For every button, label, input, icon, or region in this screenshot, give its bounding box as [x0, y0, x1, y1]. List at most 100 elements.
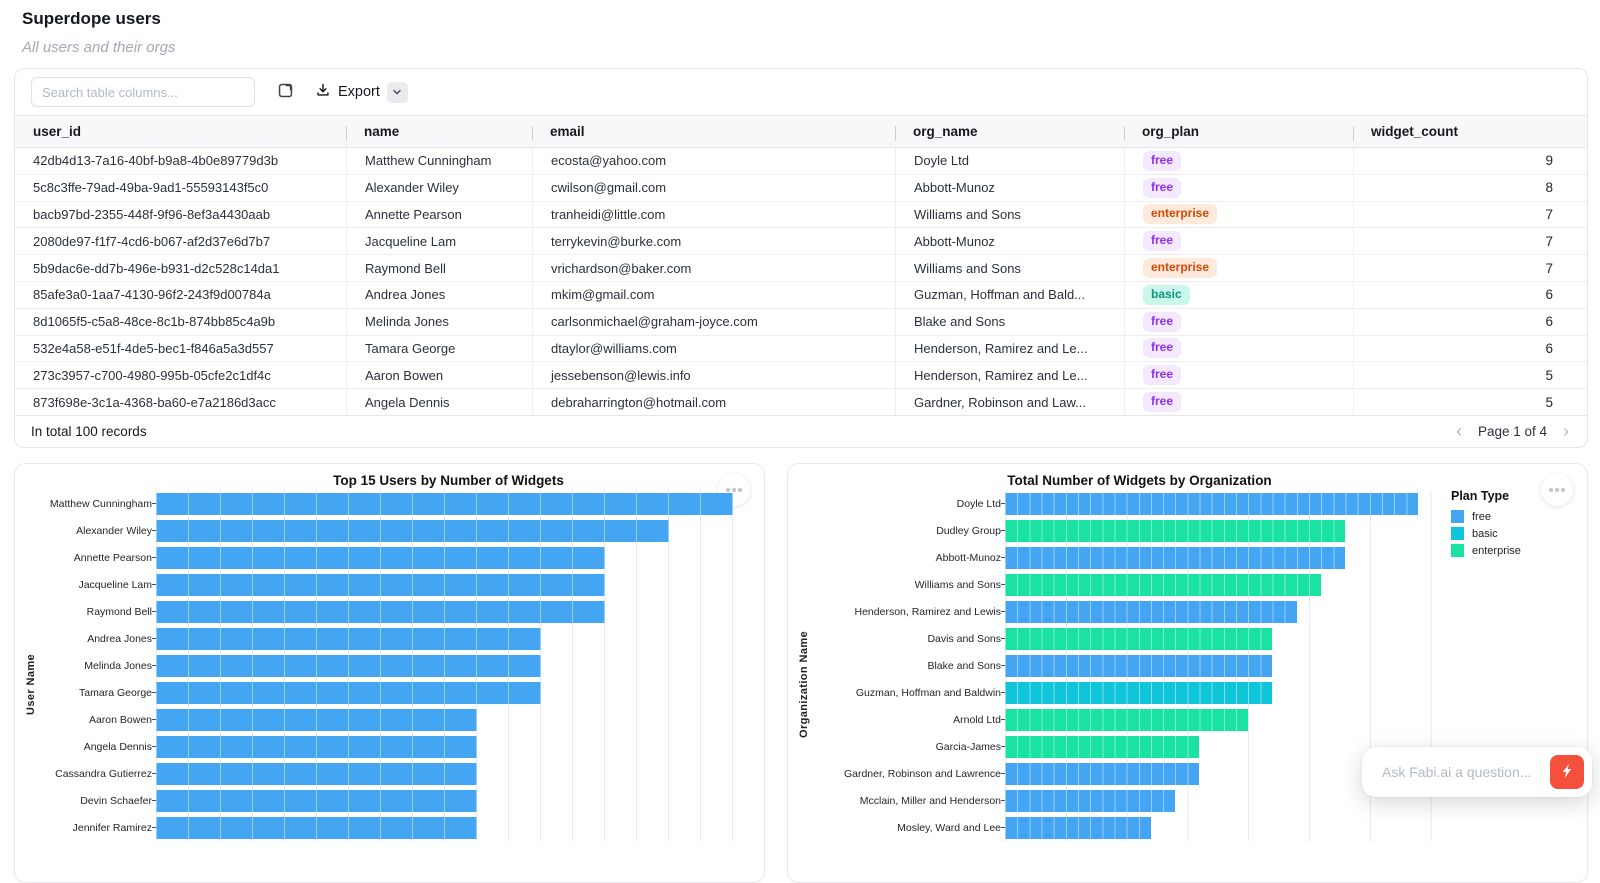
- chart-bar-row: Dudley Group: [788, 517, 1587, 544]
- fabi-ask-placeholder[interactable]: Ask Fabi.ai a question...: [1382, 764, 1532, 780]
- fabi-ask-widget[interactable]: Ask Fabi.ai a question...: [1362, 747, 1592, 797]
- bar-value: [156, 762, 477, 785]
- column-header-org_plan[interactable]: org_plan: [1124, 124, 1353, 141]
- plan-badge: free: [1143, 392, 1182, 413]
- bar-enterprise: [1005, 708, 1248, 731]
- cell-user-id: bacb97bd-2355-448f-9f96-8ef3a4430aab: [33, 206, 271, 222]
- bar-value: [156, 573, 605, 596]
- table-row[interactable]: 532e4a58-e51f-4de5-bec1-f846a5a3d557 Tama…: [15, 335, 1587, 363]
- cell-email: dtaylor@williams.com: [532, 335, 895, 362]
- y-axis-label: User Name: [25, 653, 37, 715]
- table-row[interactable]: bacb97bd-2355-448f-9f96-8ef3a4430aab Anne…: [15, 201, 1587, 229]
- chart-card-top-users: Top 15 Users by Number of Widgets User N…: [14, 463, 765, 883]
- table-row[interactable]: 5c8c3ffe-79ad-49ba-9ad1-55593143f5c0 Alex…: [15, 174, 1587, 202]
- search-input[interactable]: [31, 77, 255, 107]
- bar-free: [1005, 600, 1297, 623]
- cell-org-plan: enterprise: [1124, 255, 1353, 281]
- cell-user-id: 5b9dac6e-dd7b-496e-b931-d2c528c14da1: [33, 260, 280, 276]
- chart-bar-row: Henderson, Ramirez and Lewis: [788, 598, 1587, 625]
- column-header-widget_count[interactable]: widget_count: [1353, 124, 1587, 141]
- download-icon: [315, 82, 331, 102]
- column-header-user_id[interactable]: user_id: [33, 124, 82, 139]
- expand-table-button[interactable]: [271, 78, 299, 106]
- cell-user-id: 8d1065f5-c5a8-48ce-8c1b-874bb85c4a9b: [33, 314, 276, 330]
- tick-mark: [1001, 772, 1005, 775]
- cell-email: ecosta@yahoo.com: [532, 148, 895, 174]
- cell-widget-count: 7: [1353, 201, 1587, 228]
- cell-email: tranheidi@little.com: [532, 201, 895, 228]
- table-row[interactable]: 873f698e-3c1a-4368-ba60-e7a2186d3acc Ange…: [15, 389, 1587, 416]
- chart-bar-row: Raymond Bell: [15, 598, 764, 625]
- legend-label: free: [1472, 510, 1491, 523]
- tick-label: Arnold Ltd: [953, 713, 1001, 726]
- tick-label: Abbott-Munoz: [935, 551, 1001, 564]
- chart-menu-button[interactable]: [1541, 474, 1573, 506]
- table-row[interactable]: 5b9dac6e-dd7b-496e-b931-d2c528c14da1 Raym…: [15, 255, 1587, 282]
- plan-badge: free: [1143, 365, 1182, 386]
- cell-name: Raymond Bell: [346, 255, 532, 281]
- legend-item-basic: basic: [1451, 527, 1521, 540]
- tick-label: Tamara George: [79, 686, 152, 699]
- tick-label: Devin Schaefer: [80, 794, 152, 807]
- cell-org-name: Guzman, Hoffman and Bald...: [895, 281, 1124, 308]
- table-row[interactable]: 2080de97-f1f7-4cd6-b067-af2d37e6d7b7 Jacq…: [15, 228, 1587, 256]
- cell-widget-count: 8: [1353, 174, 1587, 201]
- export-button[interactable]: Export: [315, 81, 408, 103]
- tick-label: Mcclain, Miller and Henderson: [859, 794, 1001, 807]
- cell-org-name: Williams and Sons: [895, 201, 1124, 228]
- cell-user-id: 85afe3a0-1aa7-4130-96f2-243f9d00784a: [33, 287, 271, 303]
- users-table-card: Export user_id nameemailorg_nameorg_planw…: [14, 68, 1588, 448]
- table-row[interactable]: 273c3957-c700-4980-995b-05cfe2c1df4c Aaro…: [15, 362, 1587, 390]
- bar-free: [1005, 492, 1419, 515]
- plot-area: [1005, 571, 1435, 598]
- tick-mark: [152, 664, 156, 667]
- fabi-submit-button[interactable]: [1550, 755, 1584, 789]
- cell-user-id: 273c3957-c700-4980-995b-05cfe2c1df4c: [33, 367, 271, 383]
- legend-swatch-icon: [1451, 544, 1464, 557]
- next-page-button[interactable]: ›: [1563, 421, 1569, 442]
- bar-value: [156, 546, 605, 569]
- cell-name: Aaron Bowen: [346, 362, 532, 389]
- column-header-org_name[interactable]: org_name: [895, 124, 1124, 141]
- tick-label: Cassandra Gutierrez: [55, 767, 152, 780]
- cell-org-name: Abbott-Munoz: [895, 228, 1124, 255]
- table-row[interactable]: 85afe3a0-1aa7-4130-96f2-243f9d00784a Andr…: [15, 281, 1587, 309]
- plot-area: [1005, 598, 1435, 625]
- chart-bar-row: Tamara George: [15, 679, 764, 706]
- tick-mark: [152, 799, 156, 802]
- cell-email: carlsonmichael@graham-joyce.com: [532, 308, 895, 335]
- chart-bar-row: Matthew Cunningham: [15, 490, 764, 517]
- cell-org-name: Henderson, Ramirez and Le...: [895, 335, 1124, 362]
- bar-value: [156, 681, 541, 704]
- cell-org-name: Williams and Sons: [895, 255, 1124, 281]
- export-dropdown-button[interactable]: [386, 81, 408, 103]
- chart-bar-row: Alexander Wiley: [15, 517, 764, 544]
- cell-user-id: 873f698e-3c1a-4368-ba60-e7a2186d3acc: [33, 394, 276, 410]
- table-row[interactable]: 8d1065f5-c5a8-48ce-8c1b-874bb85c4a9b Meli…: [15, 308, 1587, 336]
- bar-enterprise: [1005, 735, 1200, 758]
- chart-bar-row: Mosley, Ward and Lee: [788, 814, 1587, 841]
- table-row[interactable]: 42db4d13-7a16-40bf-b9a8-4b0e89779d3b Matt…: [15, 148, 1587, 175]
- prev-page-button[interactable]: ‹: [1455, 421, 1462, 442]
- chart-1-rows: Doyle Ltd Dudley Group Abbott-Munoz William…: [788, 490, 1587, 841]
- column-header-name[interactable]: name: [346, 124, 532, 141]
- bar-value: [156, 735, 477, 758]
- bar-basic: [1005, 681, 1273, 704]
- bar-value: [156, 708, 477, 731]
- bar-value: [156, 816, 477, 839]
- cell-email: debraharrington@hotmail.com: [532, 389, 895, 415]
- pagination: ‹ Page 1 of 4 ›: [1454, 422, 1571, 440]
- tick-label: Alexander Wiley: [76, 524, 152, 537]
- tick-mark: [1001, 718, 1005, 721]
- tick-label: Mosley, Ward and Lee: [897, 821, 1001, 834]
- bar-enterprise: [1005, 519, 1346, 542]
- plot-area: [1005, 814, 1435, 841]
- table-body: 42db4d13-7a16-40bf-b9a8-4b0e89779d3b Matt…: [15, 148, 1587, 416]
- tick-label: Davis and Sons: [927, 632, 1001, 645]
- cell-name: Annette Pearson: [346, 201, 532, 228]
- column-header-email[interactable]: email: [532, 124, 895, 141]
- cell-org-name: Abbott-Munoz: [895, 174, 1124, 201]
- tick-label: Jacqueline Lam: [78, 578, 152, 591]
- bar-free: [1005, 654, 1273, 677]
- tick-mark: [152, 718, 156, 721]
